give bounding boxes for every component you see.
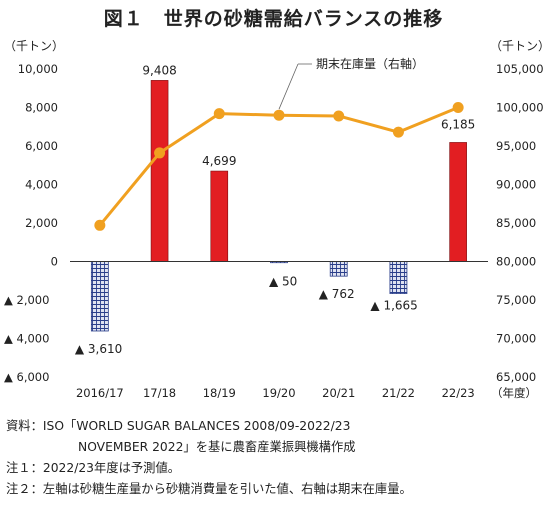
right-tick-label: 70,000 [496, 332, 536, 346]
x-axis-unit: （年度） [491, 386, 537, 400]
right-tick-label: 75,000 [496, 293, 536, 307]
note-1-text: 2022/23年度は予測値。 [42, 461, 181, 475]
right-tick-label: 95,000 [496, 139, 536, 153]
bar [389, 261, 408, 294]
bar [90, 261, 109, 332]
source-line-1: ISO「WORLD SUGAR BALANCES 2008/09-2022/23 [42, 419, 351, 433]
inventory-point [452, 102, 464, 113]
right-tick-label: 90,000 [496, 178, 536, 192]
bar-data-label: 6,185 [441, 117, 475, 131]
x-tick-label: 2016/17 [76, 386, 124, 400]
bar-data-label: ▲ 762 [319, 287, 355, 301]
legend-label: 期末在庫量（右軸） [316, 56, 424, 71]
bar-data-label: 4,699 [202, 154, 236, 168]
inventory-point [273, 109, 285, 121]
right-tick-label: 100,000 [496, 101, 544, 115]
chart-notes: 資料：ISO「WORLD SUGAR BALANCES 2008/09-2022… [6, 416, 546, 500]
bar [210, 170, 229, 262]
bar-data-label: 9,408 [142, 63, 176, 77]
bar-data-label: ▲ 50 [269, 275, 297, 289]
source-label: 資料： [6, 419, 43, 433]
right-tick-label: 105,000 [496, 62, 544, 76]
inventory-point [94, 219, 106, 231]
source-note: 資料：ISO「WORLD SUGAR BALANCES 2008/09-2022… [6, 416, 546, 437]
legend-leader-line [278, 63, 299, 110]
left-tick-label: ▲ 4,000 [4, 332, 49, 346]
inventory-point [392, 126, 404, 138]
chart-svg: （千トン） （千トン） 10,000 8,000 6,000 4,000 2,000 0 ▲ 2… [4, 39, 547, 400]
bar [150, 80, 169, 262]
note-2-label: 注２： [6, 482, 43, 496]
right-tick-label: 80,000 [496, 255, 536, 269]
bar [449, 142, 467, 262]
left-tick-label: 10,000 [18, 62, 58, 76]
bar-data-label: ▲ 1,665 [370, 299, 417, 313]
x-tick-label: 17/18 [143, 386, 176, 400]
note-1-label: 注１： [6, 461, 43, 475]
note-2: 注２：左軸は砂糖生産量から砂糖消費量を引いた値、右軸は期末在庫量。 [6, 479, 546, 500]
note-2-text: 左軸は砂糖生産量から砂糖消費量を引いた値、右軸は期末在庫量。 [42, 482, 412, 496]
x-tick-label: 20/21 [322, 386, 355, 400]
left-tick-label: 0 [51, 255, 58, 269]
inventory-point [213, 108, 225, 120]
x-tick-label: 21/22 [382, 386, 415, 400]
chart-title: 図１ 世界の砂糖需給バランスの推移 [103, 8, 444, 30]
inventory-point [333, 110, 345, 122]
right-tick-label: 85,000 [496, 216, 536, 230]
source-note-continued: NOVEMBER 2022」を基に農畜産業振興機構作成 [6, 437, 546, 458]
x-tick-label: 18/19 [203, 386, 236, 400]
left-tick-label: 2,000 [25, 216, 58, 230]
inventory-point [154, 147, 166, 159]
left-tick-label: 6,000 [25, 139, 58, 153]
left-axis-unit: （千トン） [4, 39, 64, 53]
left-tick-label: 8,000 [25, 101, 58, 115]
right-tick-label: 65,000 [496, 370, 536, 384]
left-tick-label: 4,000 [25, 178, 58, 192]
bar-data-label: ▲ 3,610 [75, 342, 122, 356]
left-tick-label: ▲ 2,000 [4, 293, 49, 307]
left-tick-label: ▲ 6,000 [4, 370, 49, 384]
bar [329, 261, 348, 277]
x-tick-label: 19/20 [262, 386, 295, 400]
x-tick-label: 22/23 [442, 386, 475, 400]
right-axis-unit: （千トン） [490, 39, 547, 53]
note-1: 注１：2022/23年度は予測値。 [6, 458, 546, 479]
source-line-2: NOVEMBER 2022」を基に農畜産業振興機構作成 [78, 440, 356, 454]
